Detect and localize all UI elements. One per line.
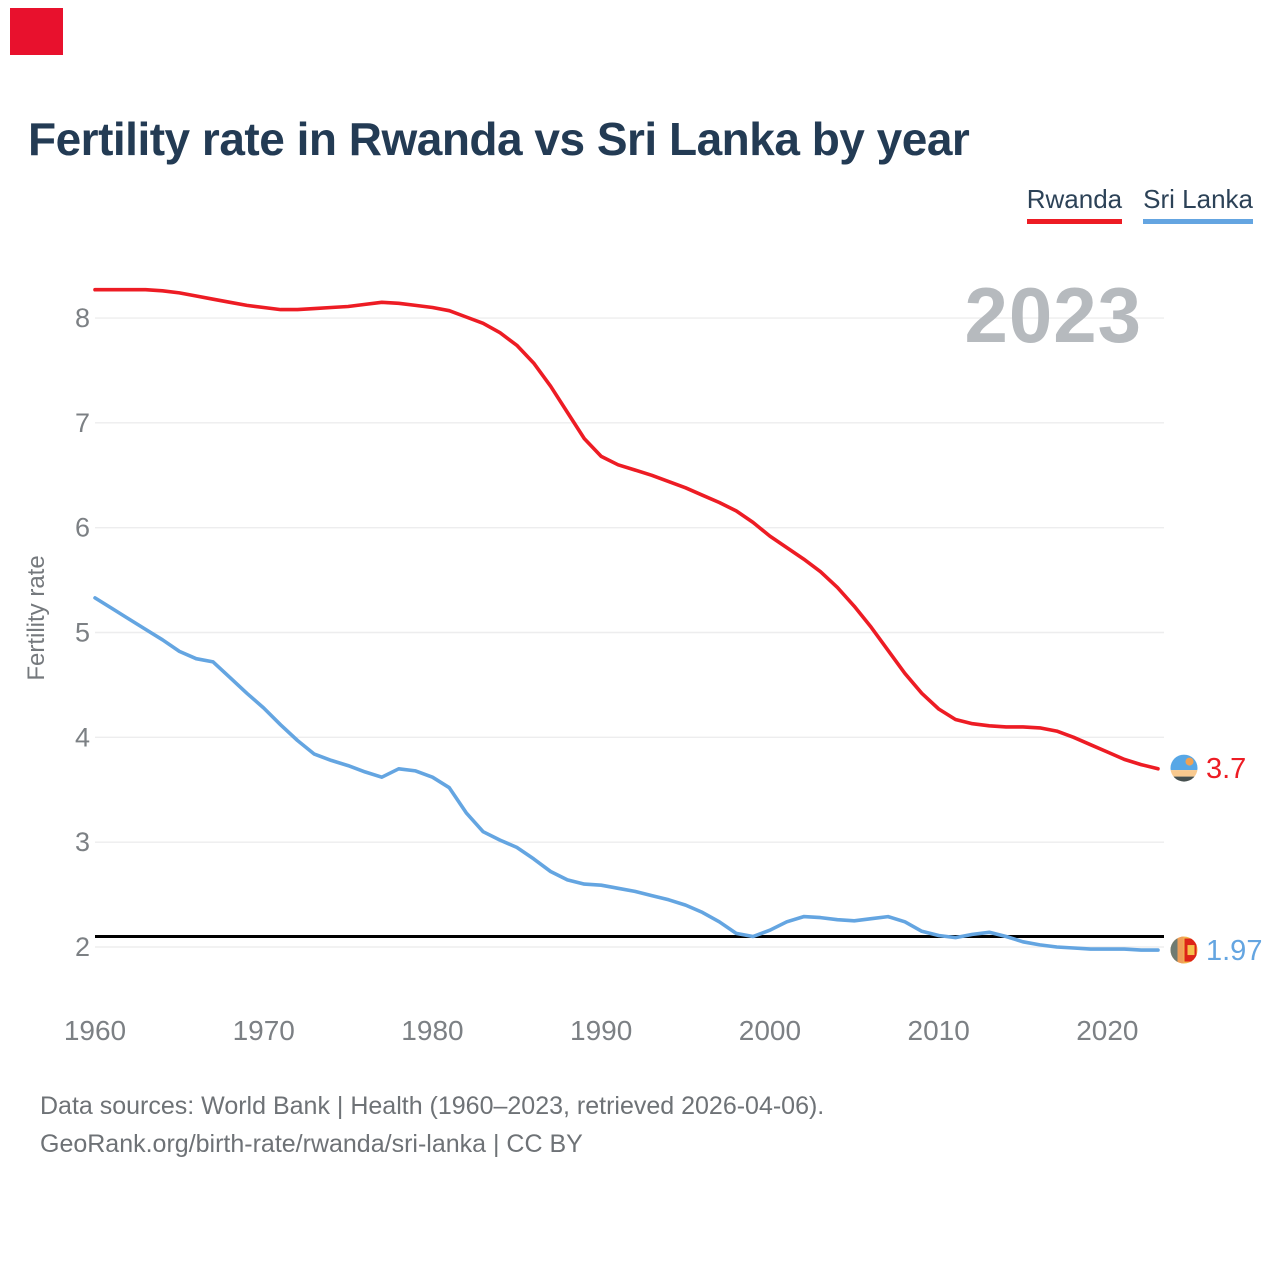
page-title: Fertility rate in Rwanda vs Sri Lanka by… xyxy=(28,113,970,165)
y-tick-6: 6 xyxy=(75,513,90,543)
x-tick-1990: 1990 xyxy=(570,1015,632,1046)
sri-lanka-line[interactable] xyxy=(93,596,1160,952)
legend-item-rwanda[interactable]: Rwanda xyxy=(1026,184,1123,224)
x-tick-1960: 1960 xyxy=(64,1015,126,1046)
rwanda-line[interactable] xyxy=(93,287,1160,771)
license-line: GeoRank.org/birth-rate/rwanda/sri-lanka … xyxy=(40,1130,583,1158)
x-tick-2020: 2020 xyxy=(1076,1015,1138,1046)
red-marker xyxy=(10,8,63,55)
y-tick-2: 2 xyxy=(75,932,90,962)
legend-item-sri-lanka[interactable]: Sri Lanka xyxy=(1143,184,1253,224)
sri-lanka-flag-icon xyxy=(1170,936,1198,964)
x-tick-2010: 2010 xyxy=(908,1015,970,1046)
y-tick-3: 3 xyxy=(75,827,90,857)
y-tick-4: 4 xyxy=(75,722,90,752)
data-source-line: Data sources: World Bank | Health (1960–… xyxy=(40,1092,825,1120)
y-tick-8: 8 xyxy=(75,303,90,333)
y-tick-7: 7 xyxy=(75,408,90,438)
legend: Rwanda Sri Lanka xyxy=(1026,184,1253,224)
attribution: Data sources: World Bank | Health (1960–… xyxy=(40,1087,824,1163)
rwanda-end-value: 3.7 xyxy=(1206,753,1246,785)
x-tick-1980: 1980 xyxy=(401,1015,463,1046)
x-tick-2000: 2000 xyxy=(739,1015,801,1046)
x-tick-1970: 1970 xyxy=(233,1015,295,1046)
sri-lanka-end-value: 1.97 xyxy=(1206,935,1262,967)
rwanda-flag-icon xyxy=(1170,754,1198,782)
year-watermark: 2023 xyxy=(964,271,1142,359)
y-tick-5: 5 xyxy=(75,618,90,648)
y-axis-title: Fertility rate xyxy=(23,555,50,680)
